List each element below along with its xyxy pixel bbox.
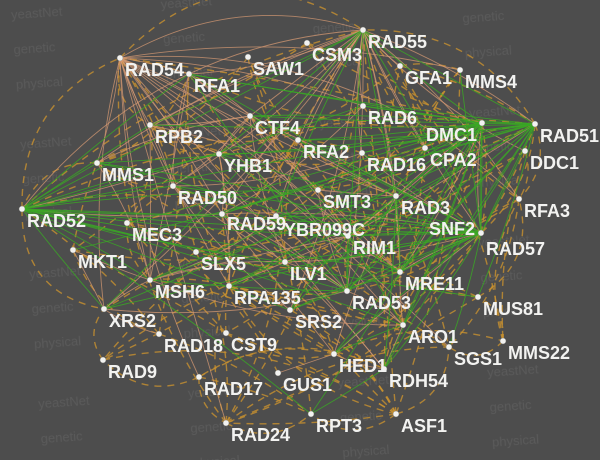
- svg-text:CTF4: CTF4: [255, 118, 300, 138]
- svg-text:SRS2: SRS2: [295, 312, 342, 332]
- svg-text:MMS4: MMS4: [465, 72, 517, 92]
- svg-text:RAD50: RAD50: [178, 188, 237, 208]
- svg-text:MRE11: MRE11: [405, 274, 464, 294]
- svg-text:RPT3: RPT3: [316, 416, 362, 436]
- svg-text:XRS2: XRS2: [109, 311, 156, 331]
- svg-text:DMC1: DMC1: [426, 125, 477, 145]
- svg-text:RFA2: RFA2: [303, 142, 349, 162]
- svg-text:RAD24: RAD24: [231, 425, 290, 445]
- svg-text:ILV1: ILV1: [290, 264, 327, 284]
- svg-text:CPA2: CPA2: [430, 150, 477, 170]
- svg-text:RAD52: RAD52: [27, 211, 86, 231]
- svg-text:RIM1: RIM1: [353, 238, 396, 258]
- svg-text:ASF1: ASF1: [401, 416, 447, 436]
- svg-text:RAD51: RAD51: [540, 126, 599, 146]
- svg-text:GFA1: GFA1: [405, 68, 452, 88]
- svg-text:RFA3: RFA3: [524, 201, 570, 221]
- svg-text:HED1: HED1: [339, 356, 387, 376]
- svg-text:RPA135: RPA135: [234, 288, 301, 308]
- svg-text:MUS81: MUS81: [483, 299, 543, 319]
- svg-text:CST9: CST9: [231, 335, 277, 355]
- svg-text:RAD6: RAD6: [368, 108, 417, 128]
- svg-text:SMT3: SMT3: [323, 192, 371, 212]
- svg-text:GUS1: GUS1: [283, 375, 332, 395]
- svg-text:RPB2: RPB2: [155, 127, 203, 147]
- svg-text:SAW1: SAW1: [253, 59, 304, 79]
- svg-text:YBR099C: YBR099C: [284, 220, 365, 240]
- svg-text:MMS1: MMS1: [102, 165, 154, 185]
- svg-text:MSH6: MSH6: [155, 282, 205, 302]
- svg-text:RAD57: RAD57: [486, 239, 545, 259]
- svg-text:MKT1: MKT1: [78, 252, 127, 272]
- svg-text:YHB1: YHB1: [224, 156, 272, 176]
- svg-text:DDC1: DDC1: [530, 153, 579, 173]
- svg-text:RAD18: RAD18: [164, 336, 223, 356]
- svg-text:RAD16: RAD16: [367, 155, 426, 175]
- svg-text:MMS22: MMS22: [508, 343, 570, 363]
- svg-text:RAD55: RAD55: [368, 32, 427, 52]
- svg-text:ARO1: ARO1: [408, 327, 458, 347]
- svg-text:RDH54: RDH54: [389, 371, 448, 391]
- svg-text:SNF2: SNF2: [429, 219, 475, 239]
- svg-text:RAD9: RAD9: [108, 362, 157, 382]
- svg-text:RAD53: RAD53: [352, 293, 411, 313]
- svg-text:RFA1: RFA1: [194, 76, 240, 96]
- svg-text:SLX5: SLX5: [201, 254, 246, 274]
- svg-text:RAD54: RAD54: [125, 60, 184, 80]
- svg-text:RAD59: RAD59: [227, 214, 286, 234]
- svg-text:CSM3: CSM3: [312, 45, 362, 65]
- svg-text:SGS1: SGS1: [454, 349, 502, 369]
- svg-text:MEC3: MEC3: [132, 225, 182, 245]
- svg-text:RAD3: RAD3: [401, 198, 450, 218]
- svg-text:RAD17: RAD17: [204, 379, 263, 399]
